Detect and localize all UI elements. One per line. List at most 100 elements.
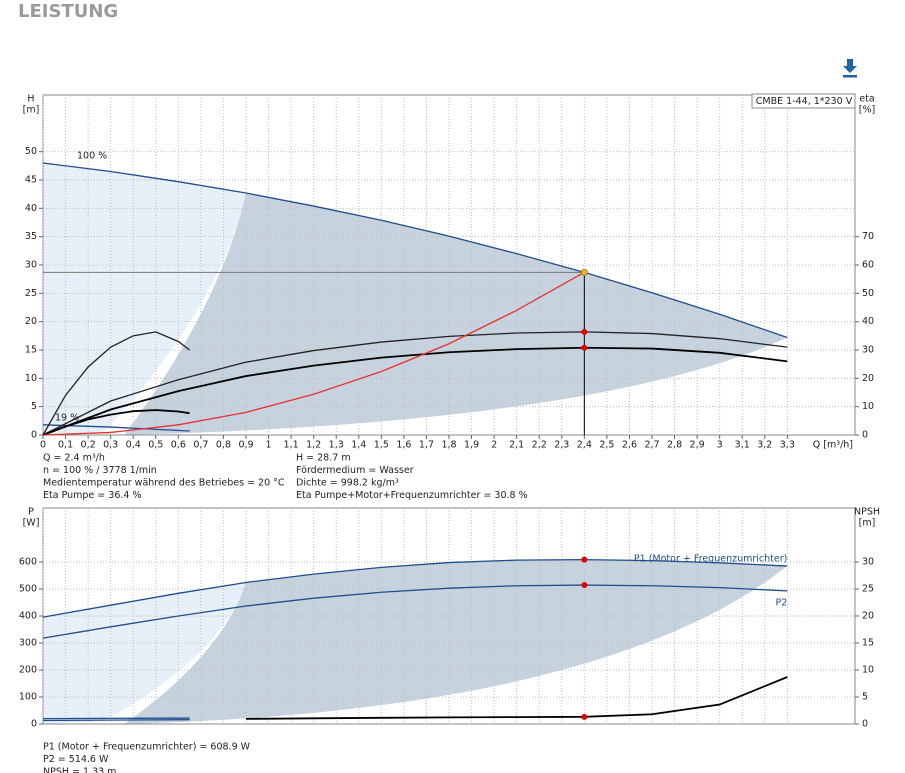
x-tick-label: 1,4	[351, 440, 366, 451]
x-tick-label: 2,9	[690, 440, 705, 451]
series-label: 100 %	[77, 151, 107, 162]
x-tick-label: 2	[491, 440, 497, 451]
x-tick-label: 3	[717, 440, 723, 451]
y2-axis-unit: [m]	[859, 518, 876, 529]
series-line	[42, 719, 190, 722]
info-text: Fördermedium = Wasser	[296, 465, 414, 476]
x-tick-label: 0,5	[148, 440, 163, 451]
legend-text: CMBE 1-44, 1*230 V	[756, 96, 853, 107]
x-tick-label: 0,8	[216, 440, 231, 451]
info-text: P2 = 514.6 W	[43, 754, 109, 765]
y2-tick-label: 20	[862, 611, 874, 622]
y-axis-title: H	[27, 94, 34, 105]
y2-tick-label: 0	[862, 430, 868, 441]
x-tick-label: 2,3	[554, 440, 569, 451]
y-tick-label: 10	[25, 373, 37, 384]
y2-tick-label: 10	[862, 665, 874, 676]
x-tick-label: 0,9	[238, 440, 253, 451]
x-tick-label: 2,7	[644, 440, 659, 451]
x-tick-label: 0,1	[58, 440, 73, 451]
series-line	[245, 676, 788, 720]
series-line	[42, 409, 190, 436]
y2-tick-label: 30	[862, 345, 874, 356]
download-arrow[interactable]	[843, 59, 857, 73]
x-tick-label: 1,2	[306, 440, 321, 451]
y-tick-label: 0	[31, 719, 37, 730]
y-tick-label: 35	[25, 231, 37, 242]
y2-tick-label: 50	[862, 288, 874, 299]
y2-tick-label: 0	[862, 719, 868, 730]
info-text: P1 (Motor + Frequenzumrichter) = 608.9 W	[43, 742, 251, 753]
download-button[interactable]	[842, 58, 858, 78]
x-tick-label: 2,1	[509, 440, 524, 451]
y2-tick-label: 70	[862, 231, 874, 242]
y2-tick-label: 10	[862, 401, 874, 412]
info-text: NPSH = 1.33 m	[43, 767, 116, 773]
y-tick-label: 5	[31, 401, 37, 412]
x-tick-label: 3,1	[735, 440, 750, 451]
operating-point	[581, 582, 588, 589]
y-tick-label: 40	[25, 203, 37, 214]
legend-box	[751, 93, 856, 109]
x-tick-label: 2,4	[577, 440, 592, 451]
page-title: LEISTUNG	[18, 1, 118, 22]
series-line	[42, 346, 788, 436]
y2-tick-label: 30	[862, 557, 874, 568]
x-tick-label: 1	[266, 440, 272, 451]
y-tick-label: 500	[19, 584, 37, 595]
x-tick-label: 0,4	[126, 440, 141, 451]
x-tick-label: 0,6	[171, 440, 186, 451]
y2-tick-label: 20	[862, 373, 874, 384]
x-tick-label: 2,8	[667, 440, 682, 451]
series-line	[42, 584, 788, 639]
y2-axis-unit: [%]	[859, 105, 875, 116]
y-tick-label: 50	[25, 146, 37, 157]
y-tick-label: 600	[19, 557, 37, 568]
operating-point	[581, 713, 588, 720]
x-axis-title: Q [m³/h]	[813, 440, 853, 451]
y2-axis-title: eta	[859, 94, 874, 105]
x-tick-label: 0	[40, 440, 46, 451]
x-tick-label: 1,9	[464, 440, 479, 451]
operating-point	[581, 556, 588, 563]
series-line	[42, 558, 788, 618]
y-tick-label: 25	[25, 288, 37, 299]
y-tick-label: 15	[25, 345, 37, 356]
operating-point	[581, 328, 588, 335]
region-light	[43, 163, 246, 435]
x-tick-label: 2,5	[599, 440, 614, 451]
download-bar[interactable]	[843, 75, 857, 78]
x-tick-label: 0,7	[193, 440, 208, 451]
x-tick-label: 1,8	[441, 440, 456, 451]
series-line	[42, 162, 788, 339]
y2-tick-label: 15	[862, 638, 874, 649]
y-axis-unit: [W]	[23, 518, 40, 529]
x-tick-label: 2,2	[532, 440, 547, 451]
x-tick-label: 0,3	[103, 440, 118, 451]
series-label: P2	[776, 597, 788, 608]
operating-point	[581, 344, 588, 351]
y2-tick-label: 5	[862, 692, 868, 703]
y-tick-label: 20	[25, 316, 37, 327]
x-tick-label: 3,2	[757, 440, 772, 451]
y2-tick-label: 25	[862, 584, 874, 595]
series-line	[42, 271, 585, 436]
info-text: H = 28.7 m	[296, 453, 351, 464]
x-tick-label: 1,5	[374, 440, 389, 451]
operating-point	[580, 268, 588, 276]
info-text: Medientemperatur während des Betriebes =…	[43, 478, 285, 489]
x-tick-label: 1,1	[284, 440, 299, 451]
y2-tick-label: 60	[862, 260, 874, 271]
series-label: 19 %	[55, 412, 79, 423]
x-tick-label: 3,3	[780, 440, 795, 451]
y-tick-label: 300	[19, 638, 37, 649]
y-tick-label: 100	[19, 692, 37, 703]
y-axis-title: P	[28, 507, 34, 518]
y-axis-unit: [m]	[23, 105, 40, 116]
series-line	[42, 331, 191, 436]
region-dark	[124, 193, 788, 435]
x-tick-label: 1,3	[329, 440, 344, 451]
y-tick-label: 400	[19, 611, 37, 622]
